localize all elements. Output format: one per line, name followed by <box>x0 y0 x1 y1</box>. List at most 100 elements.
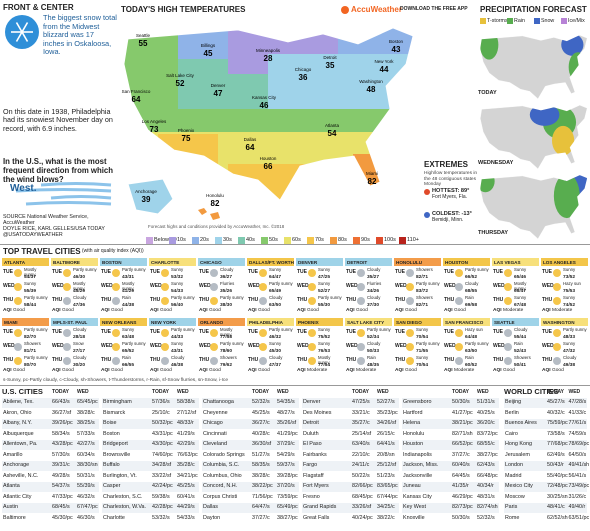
city-name: Kansas City <box>252 95 277 100</box>
today-cell: 36/30/sf <box>252 441 272 447</box>
today-cell: 36/27/c <box>252 420 270 426</box>
aqi-label: AQI <box>444 368 453 373</box>
answer: West. <box>10 183 37 194</box>
col-head: WED <box>568 389 581 395</box>
wed-cell: 56/41/s <box>568 472 587 479</box>
wed-cell: 73/49/pc <box>568 483 590 489</box>
today-cell: 55/40/pc <box>547 472 568 479</box>
col-head: WED <box>177 389 189 395</box>
wed-cell: 60/41/s <box>177 493 195 500</box>
map-title: TODAY'S HIGH TEMPERATURES <box>121 5 246 14</box>
wx-icon <box>357 329 365 337</box>
card-header: MPLS-ST. PAUL <box>51 318 98 326</box>
day-label: TUE <box>542 269 552 275</box>
precip-swatch <box>534 18 540 24</box>
aqi-value: Good <box>209 308 221 313</box>
flake-arm <box>21 31 29 42</box>
today-cell: 54/37/s <box>52 483 70 489</box>
precip-label: Snow <box>541 18 555 24</box>
city-cell: Columbus, Ohio <box>203 472 242 479</box>
travel-card: DENVER TUE Sunny 47/25 WED Sunny 52/27 THU Partl… <box>296 258 343 315</box>
wx-icon <box>455 357 463 365</box>
wx-condition: Sunny <box>416 327 429 332</box>
today-cell: 33/21/c <box>352 409 370 416</box>
city-name: San Francisco <box>122 89 151 94</box>
day-label: WED <box>346 283 358 289</box>
city-cell: Birmingham <box>103 399 132 405</box>
today-cell: 52/32/s <box>252 399 270 405</box>
wed-cell: 83/72/pc <box>477 430 498 437</box>
today-cell: 77/68/pc <box>547 441 568 447</box>
aqi-label: AQI <box>3 308 12 313</box>
row-shade <box>102 398 199 408</box>
wx-temps: 54/33 <box>171 289 184 294</box>
legend-swatch <box>376 237 383 244</box>
today-cell: 66/52/pc <box>452 441 473 447</box>
today-cell: 30/25/sn <box>547 493 568 500</box>
wx-icon <box>406 269 414 277</box>
wx-condition: Sunny <box>24 281 37 286</box>
city-cell: Berlin <box>505 409 519 416</box>
day-label: THU <box>493 357 504 363</box>
row-shade <box>202 482 299 492</box>
day-label: WED <box>199 283 211 289</box>
col-head: TODAY <box>152 389 169 395</box>
wx-temps: 48/33 <box>563 335 576 340</box>
travel-card: HONOLULU TUE Showers 82/71 WED Partly sunny 83… <box>394 258 441 315</box>
wx-condition: Sunny <box>563 295 576 300</box>
today-cell: 68/45/s <box>52 504 70 510</box>
today-cell: 39/26/pc <box>52 420 73 426</box>
wx-icon <box>161 357 169 365</box>
today-cell: 49/28/s <box>52 472 70 479</box>
day-label: THU <box>395 357 406 363</box>
day-label: THU <box>444 297 455 303</box>
wx-icon <box>259 269 267 277</box>
precip-blobs <box>529 105 577 156</box>
city-name: Phoenix <box>178 128 195 133</box>
wx-icon <box>112 283 120 291</box>
city-cell: Amarillo <box>3 451 23 458</box>
day-label: WED <box>199 343 211 349</box>
row-shade <box>202 461 299 471</box>
wx-temps: 50/41 <box>514 363 527 368</box>
today-cell: 41/27/pc <box>452 409 473 416</box>
aqi-label: AQI <box>395 308 404 313</box>
city-cell: Jackson, Miss. <box>403 462 439 468</box>
wx-icon <box>553 329 561 337</box>
wed-cell: 44/29/s <box>177 504 195 510</box>
wed-cell: 34/25/c <box>377 504 395 510</box>
city-temp: 64 <box>132 95 141 104</box>
card-header: HOUSTON <box>443 258 490 266</box>
aqi-value: Good <box>307 308 319 313</box>
precip-group <box>480 174 588 240</box>
precip-group <box>480 34 588 100</box>
card-header: SALT LAKE CITY <box>345 318 392 326</box>
wed-cell: 26/15/c <box>377 430 395 437</box>
wx-condition: Partly sunny <box>318 295 342 300</box>
precip-group <box>480 104 588 170</box>
wx-condition: Flurries <box>220 281 235 286</box>
wind-stroke <box>40 182 112 187</box>
day-label: THU <box>542 357 553 363</box>
wed-cell: 35/23/pc <box>377 409 398 416</box>
card-header: WASHINGTON <box>541 318 588 326</box>
day-label: WED <box>150 283 162 289</box>
city-cell: Rome <box>505 514 520 521</box>
day-label: TUE <box>3 329 13 335</box>
day-label: TUE <box>150 269 160 275</box>
col-head: TODAY <box>547 389 564 395</box>
today-cell: 33/26/sf <box>352 504 372 510</box>
travel-card: CHARLOTTE TUE Sunny 53/32 WED Sunny 54/33 THU Pa… <box>149 258 196 315</box>
day-label: THU <box>150 297 161 303</box>
wed-cell: 38/27/pc <box>277 514 298 521</box>
day-label: THU <box>297 297 308 303</box>
today-cell: 34/28/sf <box>152 462 172 468</box>
row-shade <box>2 398 99 408</box>
row-shade <box>402 461 499 471</box>
city-name: Denver <box>211 83 226 88</box>
precip-area <box>480 35 499 60</box>
wx-temps: 63/50 <box>465 349 478 354</box>
source: SOURCE National Weather Service, AccuWea… <box>3 214 89 227</box>
row-shade <box>302 398 399 408</box>
wx-condition: Partly sunny <box>73 267 97 272</box>
